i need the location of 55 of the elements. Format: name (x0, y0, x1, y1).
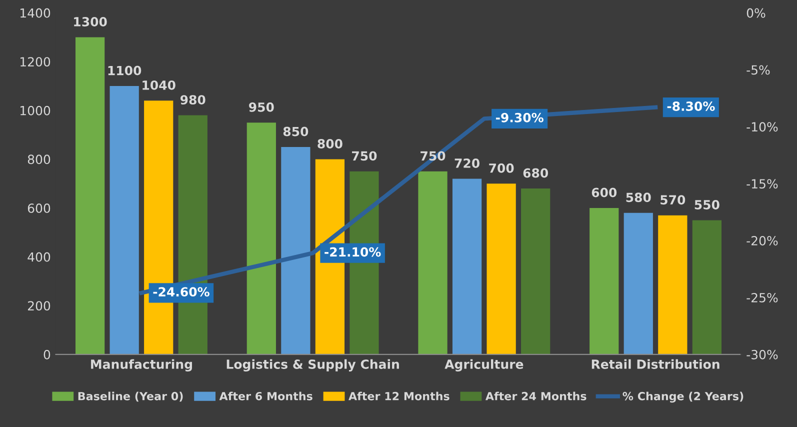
y2-tick-label: -20% (746, 236, 778, 246)
data-label: 800 (318, 139, 342, 148)
data-label: 1300 (74, 17, 107, 26)
y-tick-label: 400 (28, 252, 50, 262)
bar (624, 212, 653, 354)
data-label: 850 (283, 126, 308, 136)
data-label: 680 (523, 168, 548, 178)
legend-label: After 24 Months (485, 392, 586, 400)
data-label: -9.30% (496, 112, 544, 122)
bar (486, 184, 516, 354)
data-label: 1040 (142, 80, 176, 90)
data-label: -24.60% (153, 287, 210, 297)
y2-tick-label: -15% (746, 179, 778, 189)
data-label: 550 (694, 200, 720, 210)
bar (418, 171, 448, 354)
legend-label: % Change (2 Years) (622, 392, 744, 403)
x-tick-label: Logistics & Supply Chain (226, 359, 399, 372)
data-label: 750 (352, 151, 377, 161)
bar (281, 147, 310, 354)
bar (658, 215, 688, 354)
y-tick-label: 0 (44, 350, 50, 360)
y2-tick-label: 0% (746, 8, 766, 18)
bar (246, 122, 276, 354)
legend-label: Baseline (Year 0) (78, 392, 183, 402)
bar (75, 37, 105, 354)
y2-tick-label: -5% (746, 65, 770, 75)
data-label: -8.30% (667, 101, 715, 111)
bar (452, 178, 482, 354)
bar (692, 220, 722, 354)
y2-tick-label: -25% (746, 292, 778, 302)
legend-label: After 6 Months (219, 392, 312, 400)
x-tick-label: Retail Distribution (592, 359, 720, 369)
y-tick-label: 800 (28, 154, 50, 164)
data-label: 720 (454, 158, 480, 168)
x-tick-label: Manufacturing (91, 359, 192, 372)
bar (590, 208, 619, 354)
y-tick-label: 1200 (20, 57, 50, 67)
data-label: 580 (626, 192, 651, 202)
y-tick-label: 200 (28, 301, 50, 311)
data-label: 600 (592, 188, 617, 198)
data-label: 950 (249, 102, 274, 112)
bar (521, 188, 550, 354)
y-tick-label: 1400 (20, 8, 50, 18)
y-tick-label: 600 (28, 203, 50, 213)
data-label: 700 (489, 163, 514, 173)
x-tick-label: Agriculture (444, 359, 524, 372)
y-tick-label: 1000 (20, 106, 50, 116)
legend-label: After 12 Months (348, 392, 450, 400)
data-label: 1100 (108, 66, 142, 76)
data-label: 980 (180, 95, 206, 105)
data-label: 570 (660, 195, 686, 205)
y2-tick-label: -10% (746, 122, 778, 132)
data-label: -21.10% (324, 247, 381, 257)
bar (110, 86, 139, 354)
y2-tick-label: -30% (746, 350, 778, 360)
